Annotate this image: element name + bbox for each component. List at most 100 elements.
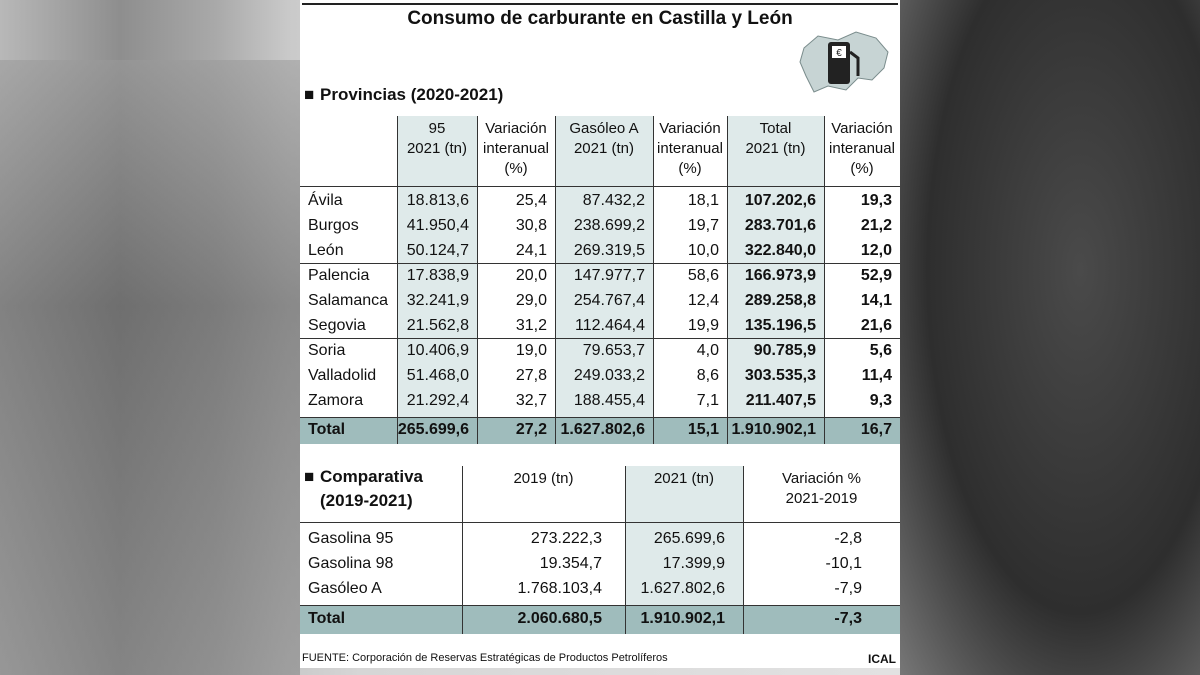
table-cell: 52,9 [860,267,892,284]
table-cell: 17.399,9 [662,555,725,572]
table-cell: 24,1 [515,242,547,259]
column-header: (%) [678,160,702,177]
column-header: Gasóleo A [569,120,639,137]
top-rule [302,3,898,5]
table-cell: 18,1 [687,192,719,209]
table-cell: 289.258,8 [744,292,816,309]
section-heading: ■ [304,467,315,486]
table-cell: 112.464,4 [575,317,645,334]
column-header: Variación [831,120,893,137]
row-label: Zamora [308,392,364,409]
column-header: Total [759,120,792,137]
table-cell: 283.701,6 [744,217,816,234]
table-cell: -10,1 [825,555,862,572]
table-cell: 41.950,4 [406,217,469,234]
table-cell: -7,9 [834,580,862,597]
table-cell: 1.768.103,4 [517,580,602,597]
table-cell: 19,7 [687,217,719,234]
table-cell: 1.627.802,6 [560,421,645,438]
column-rule [462,466,463,634]
table-cell: 87.432,2 [582,192,645,209]
table-cell: 90.785,9 [753,342,816,359]
table-cell: 188.455,4 [573,392,645,409]
column-header: (%) [504,160,528,177]
table-cell: 7,1 [696,392,719,409]
column-header: interanual [829,140,895,157]
header-rule [300,186,900,187]
header-rule [300,522,900,523]
table-cell: 10.406,9 [406,342,469,359]
table-cell: 107.202,6 [744,192,816,209]
table-cell: 265.699,6 [397,421,469,438]
column-header: interanual [483,140,549,157]
table-cell: 1.910.902,1 [731,421,816,438]
column-header: Variación % [782,470,861,487]
column-rule [555,116,556,444]
table-cell: -2,8 [834,530,862,547]
credit: ICAL [868,652,896,666]
row-label: Palencia [308,267,370,284]
column-header: 2021 (tn) [745,140,806,157]
table-cell: 29,0 [515,292,547,309]
row-label: Total [308,610,346,627]
group-rule [300,263,900,264]
table-cell: 19.354,7 [539,555,602,572]
row-label: Gasolina 95 [308,530,394,547]
row-label: Burgos [308,217,359,234]
table-cell: 147.977,7 [573,267,645,284]
row-label: Valladolid [308,367,377,384]
column-header: interanual [657,140,723,157]
table-cell: 21.292,4 [406,392,469,409]
table-cell: 21.562,8 [406,317,469,334]
title: Consumo de carburante en Castilla y León [407,8,793,29]
column-rule [477,116,478,444]
svg-text:€: € [836,48,842,59]
table-cell: 254.767,4 [573,292,645,309]
column-shade [397,116,477,417]
column-header: 95 [428,120,446,137]
background-photo [0,60,300,675]
section-heading: Comparativa [320,467,423,486]
table-cell: 20,0 [515,267,547,284]
table-cell: 8,6 [696,367,719,384]
table-cell: 273.222,3 [530,530,602,547]
section-heading: ■ [304,85,315,104]
row-label: Ávila [308,192,343,209]
table-cell: 16,7 [860,421,892,438]
column-header: 2021 (tn) [406,140,468,157]
table-cell: 12,4 [687,292,719,309]
table-cell: 9,3 [869,392,892,409]
column-rule [653,116,654,444]
table-cell: 12,0 [860,242,892,259]
source-note: FUENTE: Corporación de Reservas Estratég… [302,652,668,664]
table-cell: 14,1 [860,292,892,309]
row-label: Gasolina 98 [308,555,394,572]
table-cell: 249.033,2 [573,367,645,384]
infographic: Consumo de carburante en Castilla y León… [300,0,900,668]
table-cell: 15,1 [687,421,719,438]
table-cell: 19,3 [860,192,892,209]
table-cell: 27,8 [515,367,547,384]
group-rule [300,338,900,339]
table-cell: 31,2 [515,317,547,334]
table-cell: 25,4 [515,192,547,209]
table-cell: 269.319,5 [573,242,645,259]
table-cell: 19,0 [515,342,547,359]
column-header: Variación [485,120,547,137]
column-rule [824,116,825,444]
column-rule [625,466,626,634]
section-heading: (2019-2021) [320,491,413,510]
column-header: 2021 (tn) [573,140,635,157]
total-rule [300,605,900,606]
table-cell: 4,0 [696,342,719,359]
total-row-bg [300,417,900,444]
row-label: León [308,242,344,259]
column-shade [625,466,743,605]
table-cell: 265.699,6 [653,530,725,547]
row-label: Segovia [308,317,366,334]
table-cell: 18.813,6 [406,192,469,209]
table-cell: 30,8 [515,217,547,234]
table-cell: 1.910.902,1 [640,610,725,627]
table-cell: 2.060.680,5 [517,610,602,627]
